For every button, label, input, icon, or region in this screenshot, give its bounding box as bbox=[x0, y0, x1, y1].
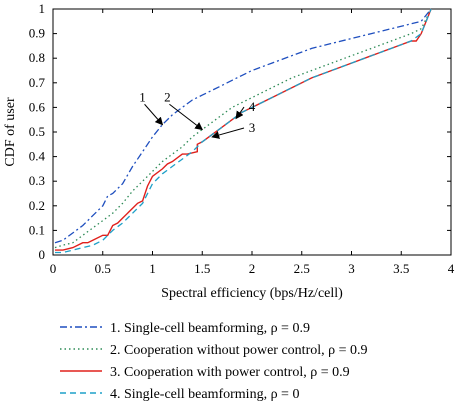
legend-entry-4: 4. Single-cell beamforming, ρ = 0 bbox=[110, 387, 299, 402]
y-tick-label: 0.8 bbox=[29, 50, 45, 65]
series-line-3 bbox=[55, 8, 432, 251]
x-axis-title: Spectral efficiency (bps/Hz/cell) bbox=[161, 286, 343, 301]
x-tick-label: 3 bbox=[348, 261, 355, 276]
y-tick-label: 0.5 bbox=[29, 124, 45, 139]
x-tick-label: 1 bbox=[149, 261, 156, 276]
chart-legend: 1. Single-cell beamforming, ρ = 0.9 2. Co… bbox=[60, 321, 368, 402]
x-tick-label: 0.5 bbox=[95, 261, 111, 276]
plot-axes: 0 0.5 1 1.5 2 2.5 3 3.5 4 0 0.1 0.2 0.3 0.4 0.5 0.6 0.7 0… bbox=[3, 1, 455, 301]
y-tick-label: 0.4 bbox=[29, 149, 46, 164]
y-tick-label: 0.6 bbox=[29, 99, 46, 114]
y-tick-label: 0.3 bbox=[29, 173, 45, 188]
annotation-arrow bbox=[211, 127, 245, 139]
annotation-arrow bbox=[169, 103, 204, 131]
annotation-label: 3 bbox=[249, 120, 256, 135]
legend-entry-1: 1. Single-cell beamforming, ρ = 0.9 bbox=[110, 321, 310, 336]
series-line-1 bbox=[54, 8, 432, 244]
annotation-label: 1 bbox=[139, 89, 146, 104]
y-tick-label: 0.1 bbox=[29, 222, 45, 237]
y-tick-label: 0.7 bbox=[29, 75, 46, 90]
y-axis-title: CDF of user bbox=[3, 97, 18, 167]
x-tick-label: 4 bbox=[448, 261, 455, 276]
annotation-label: 4 bbox=[249, 99, 256, 114]
y-tick-label: 0.9 bbox=[29, 26, 45, 41]
annotation-arrow bbox=[235, 106, 245, 120]
x-tick-label: 2 bbox=[249, 261, 256, 276]
legend-entry-3: 3. Cooperation with power control, ρ = 0… bbox=[110, 365, 350, 380]
x-tick-label: 3.5 bbox=[393, 261, 409, 276]
x-tick-label: 2.5 bbox=[294, 261, 310, 276]
annotation-arrow bbox=[144, 103, 164, 126]
annotation-label: 2 bbox=[164, 89, 171, 104]
x-tick-label: 1.5 bbox=[194, 261, 210, 276]
y-tick-label: 0.2 bbox=[29, 198, 45, 213]
y-tick-label: 0 bbox=[39, 247, 46, 262]
y-tick-label: 1 bbox=[39, 1, 46, 16]
x-tick-label: 0 bbox=[50, 261, 57, 276]
plot-annotations: 1 2 4 3 bbox=[139, 89, 256, 139]
series-line-4 bbox=[55, 8, 432, 254]
legend-entry-2: 2. Cooperation without power control, ρ … bbox=[110, 343, 368, 358]
plot-series bbox=[54, 8, 432, 254]
